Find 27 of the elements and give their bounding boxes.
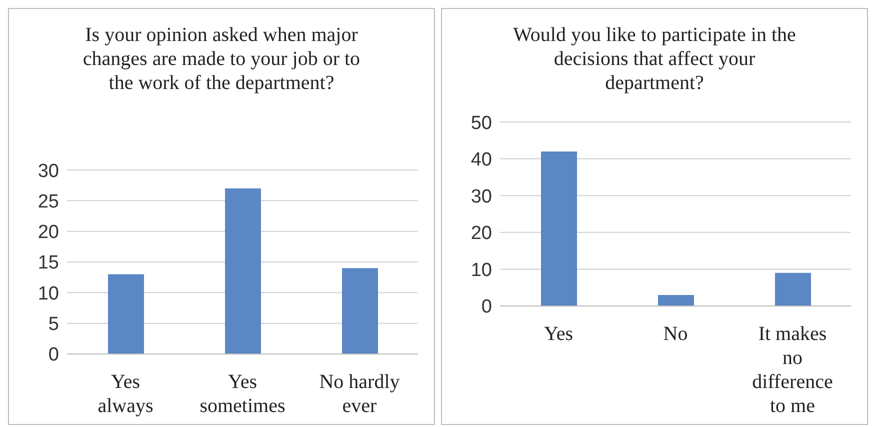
- y-tick-label: 10: [37, 283, 58, 304]
- chart-title: Would you like to participate in the decisions that affect your department?: [512, 23, 797, 95]
- y-tick-label: 10: [470, 260, 492, 281]
- y-tick-label: 25: [37, 191, 58, 212]
- y-tick-label: 30: [37, 160, 58, 182]
- y-tick-label: 30: [470, 186, 492, 208]
- x-tick-label: No: [662, 323, 688, 345]
- x-tick-label: It makes no difference to me: [752, 323, 832, 417]
- x-tick-label: Yes always: [97, 371, 153, 417]
- chart-title: Is your opinion asked when major changes are made to your job or to the work of the department?: [82, 23, 362, 95]
- bar: [108, 274, 144, 354]
- bar: [658, 294, 694, 306]
- y-tick-label: 20: [470, 223, 492, 244]
- y-tick-label: 50: [470, 112, 492, 134]
- x-tick-label: Yes sometimes: [199, 371, 285, 417]
- y-tick-label: 40: [470, 150, 492, 171]
- y-tick-label: 0: [48, 344, 58, 366]
- x-tick-label: No hardly ever: [318, 371, 400, 417]
- bar: [540, 151, 576, 306]
- bar: [774, 272, 810, 306]
- y-tick-label: 5: [48, 314, 58, 336]
- y-tick-label: 0: [480, 296, 492, 318]
- y-tick-label: 15: [37, 252, 58, 274]
- bar: [342, 268, 378, 354]
- x-tick-label: Yes: [543, 323, 573, 345]
- y-tick-label: 20: [37, 222, 58, 244]
- bar: [224, 188, 260, 354]
